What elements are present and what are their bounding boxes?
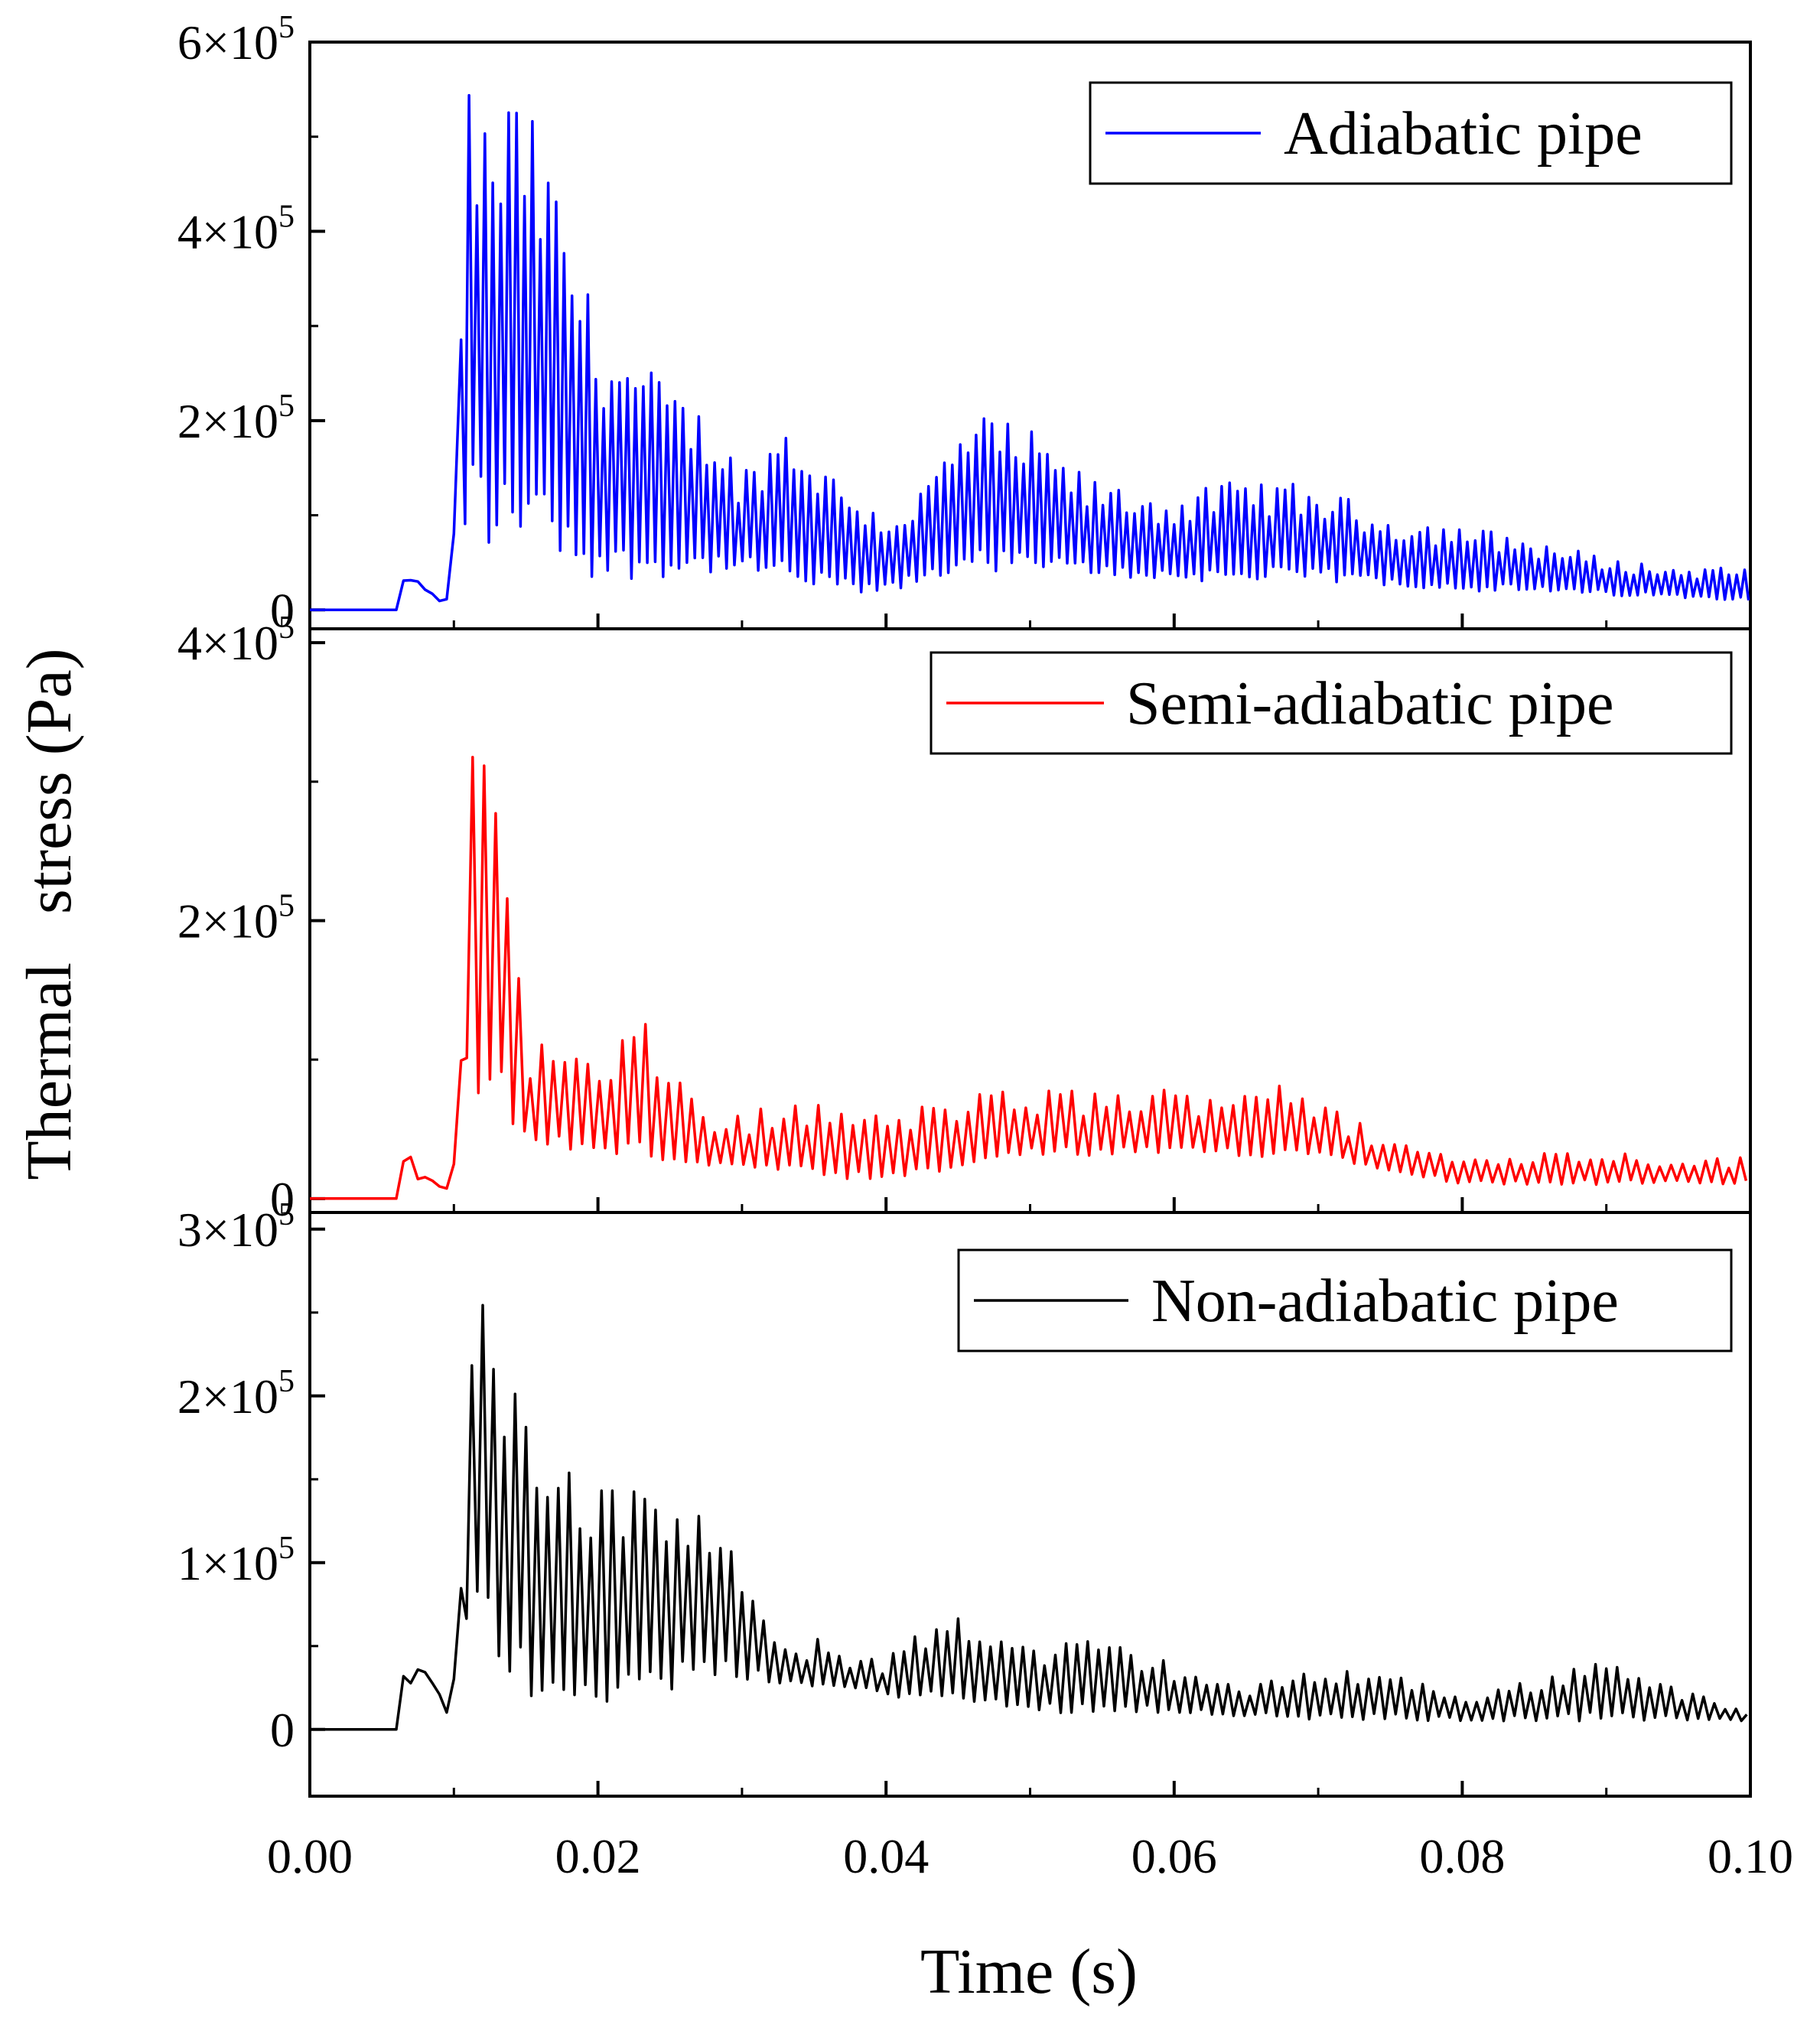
y-tick-label-exponent: 5 [278, 1197, 295, 1232]
x-axis: 0.00 0.02 0.04 0.06 0.08 0.10 [267, 1829, 1793, 1883]
y-tick-label-base: 4×10 [177, 204, 278, 259]
y-tick-label-base: 0 [270, 583, 295, 637]
y-tick-label: 4×105 [177, 199, 295, 259]
y-tick-label-base: 0 [270, 1703, 295, 1757]
y-tick-label-exponent: 5 [278, 199, 295, 234]
y-tick-label: 6×105 [177, 10, 295, 70]
y-tick-label-base: 4×10 [177, 616, 278, 670]
x-tick-label: 0.08 [1419, 1829, 1505, 1883]
x-axis-title: Time (s) [920, 1936, 1138, 2007]
legend-label: Non-adiabatic pipe [1151, 1268, 1619, 1335]
legend: Non-adiabatic pipe [957, 1248, 1733, 1352]
y-tick-label: 2×105 [177, 889, 295, 949]
y-axis-title: Thermal stress (Pa) [14, 648, 85, 1180]
x-tick-label: 0.10 [1708, 1829, 1793, 1883]
y-tick-label: 1×105 [177, 1531, 295, 1590]
y-tick-label: 2×105 [177, 389, 295, 448]
y-tick-label: 0 [270, 1172, 295, 1226]
legend-label: Adiabatic pipe [1284, 100, 1643, 168]
y-tick-label: 0 [270, 583, 295, 637]
y-tick-label: 3×105 [177, 1197, 295, 1257]
legend-label: Semi-adiabatic pipe [1126, 670, 1614, 737]
x-tick-label: 0.04 [843, 1829, 929, 1883]
y-tick-label-base: 2×10 [177, 1369, 278, 1424]
y-tick-label: 2×105 [177, 1364, 295, 1424]
y-tick-label-exponent: 5 [278, 1531, 295, 1566]
y-tick-label-base: 3×10 [177, 1203, 278, 1257]
y-tick-label-base: 0 [270, 1172, 295, 1226]
y-tick-label-exponent: 5 [278, 610, 295, 646]
y-tick-label-exponent: 5 [278, 1364, 295, 1399]
x-tick-label: 0.06 [1131, 1829, 1217, 1883]
y-tick-label-base: 1×10 [177, 1536, 278, 1590]
series-line [310, 755, 1748, 1200]
y-tick-label-base: 2×10 [177, 394, 278, 448]
y-tick-label-base: 2×10 [177, 894, 278, 949]
x-tick-label: 0.02 [555, 1829, 641, 1883]
legend: Semi-adiabatic pipe [930, 651, 1733, 755]
y-tick-label-exponent: 5 [278, 889, 295, 924]
y-tick-label-exponent: 5 [278, 10, 295, 45]
series-line [310, 1304, 1748, 1731]
series-line [310, 93, 1750, 612]
y-tick-label: 0 [270, 1703, 295, 1757]
legend: Adiabatic pipe [1089, 81, 1733, 185]
y-tick-label: 4×105 [177, 610, 295, 670]
x-tick-label: 0.00 [267, 1829, 353, 1883]
y-tick-label-base: 6×10 [177, 15, 278, 70]
y-tick-label-exponent: 5 [278, 389, 295, 424]
